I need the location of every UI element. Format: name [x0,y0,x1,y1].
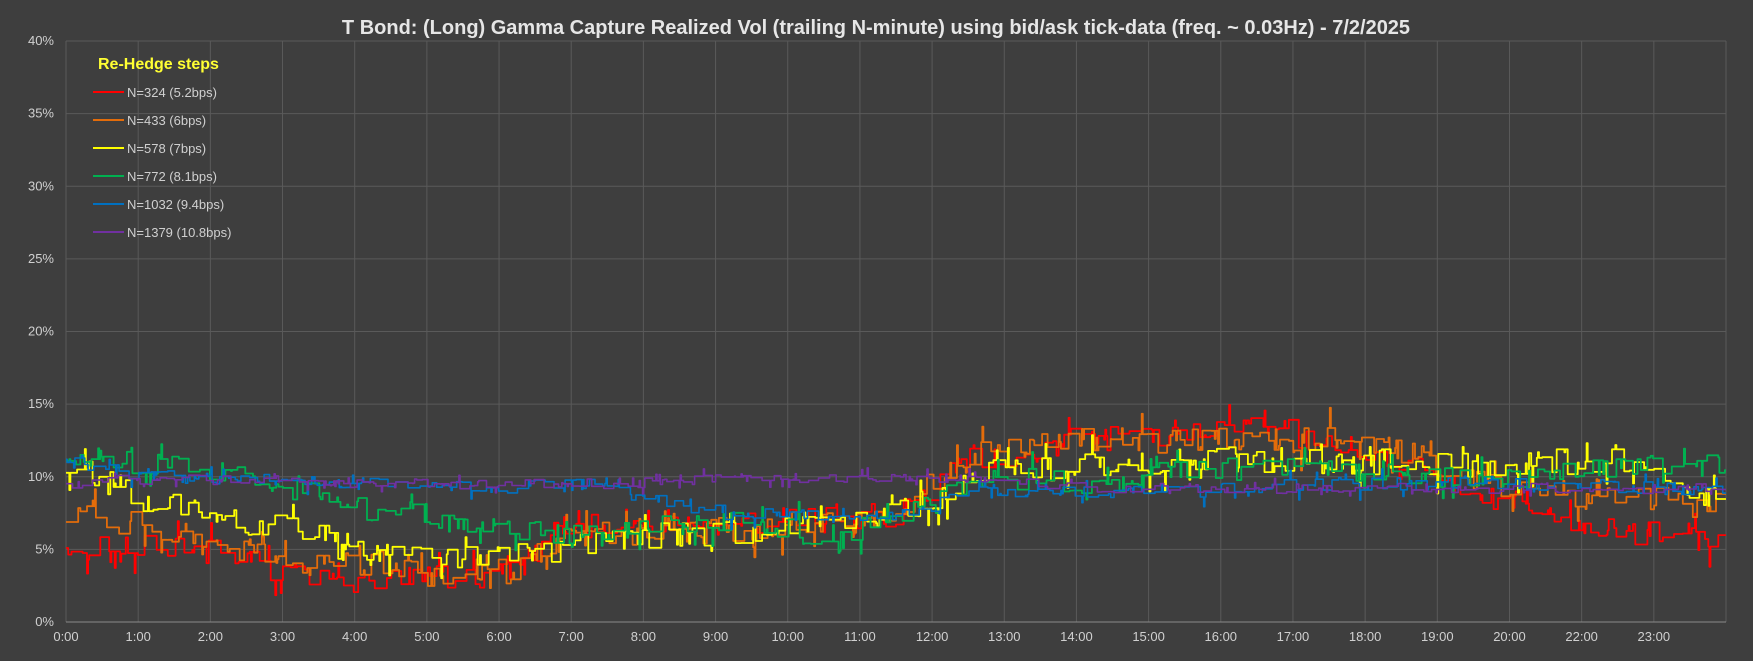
x-tick-label: 4:00 [342,629,367,644]
legend-entry: N=772 (8.1bps) [127,169,217,184]
x-tick-label: 13:00 [988,629,1021,644]
x-tick-label: 7:00 [559,629,584,644]
x-tick-label: 16:00 [1205,629,1238,644]
y-tick-label: 40% [28,33,54,48]
x-tick-label: 3:00 [270,629,295,644]
x-tick-label: 10:00 [771,629,804,644]
legend-entry: N=578 (7bps) [127,141,206,156]
gridlines [65,40,1727,623]
x-tick-label: 9:00 [703,629,728,644]
series-line-5 [66,454,1726,531]
x-tick-label: 5:00 [414,629,439,644]
x-tick-label: 11:00 [844,629,876,644]
legend-entry: N=324 (5.2bps) [127,85,217,100]
y-tick-label: 25% [28,251,54,266]
x-tick-label: 17:00 [1277,629,1310,644]
x-tick-label: 23:00 [1638,629,1671,644]
x-tick-label: 1:00 [126,629,151,644]
series-line-6 [66,467,1726,497]
y-tick-label: 20% [28,324,54,339]
x-tick-label: 2:00 [198,629,223,644]
x-tick-label: 14:00 [1060,629,1093,644]
series-line-4 [66,443,1726,555]
x-tick-label: 19:00 [1421,629,1454,644]
x-tick-label: 6:00 [486,629,511,644]
x-tick-label: 0:00 [53,629,78,644]
x-tick-label: 8:00 [631,629,656,644]
x-tick-label: 20:00 [1493,629,1526,644]
legend-entry: N=433 (6bps) [127,113,206,128]
x-tick-label: 15:00 [1132,629,1165,644]
series-lines [66,403,1726,597]
x-tick-label: 22:00 [1565,629,1598,644]
y-tick-label: 35% [28,106,54,121]
y-tick-label: 30% [28,178,54,193]
legend-title: Re-Hedge steps [98,56,219,73]
chart-title: T Bond: (Long) Gamma Capture Realized Vo… [342,17,1410,39]
y-tick-label: 10% [28,469,54,484]
x-tick-label: 18:00 [1349,629,1382,644]
y-tick-label: 0% [35,614,54,629]
legend: Re-Hedge steps N=324 (5.2bps) N=433 (6bps… [93,56,231,240]
legend-entry: N=1379 (10.8bps) [127,225,231,240]
y-tick-label: 15% [28,396,54,411]
x-tick-label: 12:00 [916,629,949,644]
legend-entry: N=1032 (9.4bps) [127,197,224,212]
axes: 0% 5% 10% 15% 20% 25% 30% 35% 40% 0:00 1:00 2:00 3:0… [28,33,1726,644]
y-tick-label: 5% [35,541,54,556]
